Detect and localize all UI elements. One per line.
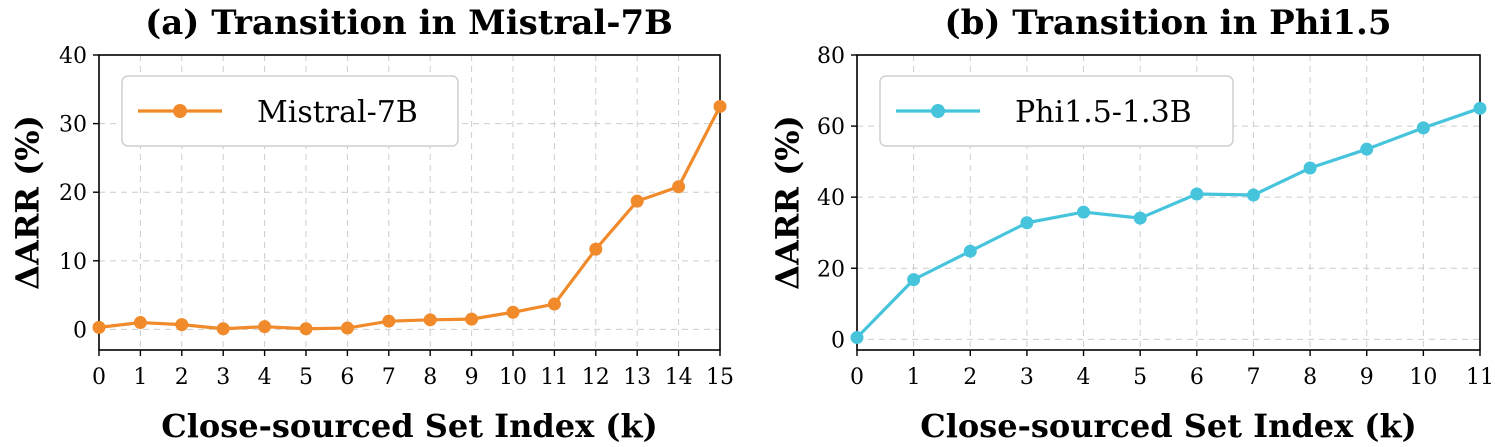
y-tick-label: 40 xyxy=(59,44,87,69)
y-tick-label: 30 xyxy=(59,113,87,138)
x-axis-label: Close-sourced Set Index (k) xyxy=(161,407,658,445)
y-tick-label: 20 xyxy=(59,181,87,206)
x-tick-label: 0 xyxy=(92,365,106,390)
legend-marker xyxy=(173,104,187,118)
x-tick-label: 11 xyxy=(1466,365,1494,390)
x-tick-label: 1 xyxy=(907,365,921,390)
y-tick-label: 40 xyxy=(817,186,845,211)
y-tick-label: 60 xyxy=(817,115,845,140)
y-tick-label: 10 xyxy=(59,250,87,275)
data-point xyxy=(589,242,603,256)
x-tick-label: 5 xyxy=(1133,365,1147,390)
y-tick-label: 20 xyxy=(817,257,845,282)
x-tick-label: 1 xyxy=(133,365,147,390)
legend-label: Phi1.5-1.3B xyxy=(1015,95,1192,130)
data-point xyxy=(1360,142,1374,156)
legend-box xyxy=(121,75,459,147)
data-point xyxy=(713,99,727,113)
data-point xyxy=(299,322,313,336)
data-point xyxy=(1133,211,1147,225)
data-point xyxy=(1190,187,1204,201)
data-point xyxy=(850,331,864,345)
x-tick-label: 6 xyxy=(1190,365,1204,390)
legend-label: Mistral-7B xyxy=(257,95,418,130)
series-line xyxy=(98,105,722,331)
data-point xyxy=(423,313,437,327)
x-tick-label: 8 xyxy=(1303,365,1317,390)
x-tick-label: 15 xyxy=(706,365,734,390)
data-point xyxy=(258,320,272,334)
y-tick-label: 0 xyxy=(73,318,87,343)
x-tick-label: 9 xyxy=(465,365,479,390)
x-tick-label: 3 xyxy=(216,365,230,390)
x-tick-label: 2 xyxy=(175,365,189,390)
plot-frame xyxy=(856,54,1481,351)
data-point xyxy=(1416,121,1430,135)
data-point xyxy=(216,322,230,336)
x-tick-label: 2 xyxy=(963,365,977,390)
x-tick-label: 4 xyxy=(258,365,272,390)
x-tick-label: 8 xyxy=(423,365,437,390)
y-tick-label: 80 xyxy=(817,44,845,69)
x-axis-label: Close-sourced Set Index (k) xyxy=(920,407,1417,445)
data-point xyxy=(630,194,644,208)
legend-box xyxy=(879,75,1234,147)
series-line xyxy=(855,106,1481,339)
x-tick-label: 0 xyxy=(850,365,864,390)
legend-marker xyxy=(931,104,945,118)
plot-frame xyxy=(98,54,721,351)
y-tick-label: 0 xyxy=(831,328,845,353)
x-tick-label: 10 xyxy=(1409,365,1437,390)
x-tick-label: 9 xyxy=(1360,365,1374,390)
data-point xyxy=(465,312,479,326)
data-point xyxy=(1303,161,1317,175)
data-point xyxy=(506,305,520,319)
data-point xyxy=(672,180,686,194)
y-axis-label: ΔARR (%) xyxy=(769,115,807,290)
data-point xyxy=(92,320,106,334)
x-tick-label: 10 xyxy=(499,365,527,390)
data-point xyxy=(963,244,977,258)
data-point xyxy=(547,297,561,311)
data-point xyxy=(340,321,354,335)
data-point xyxy=(382,314,396,328)
chart-title: (a) Transition in Mistral-7B xyxy=(145,3,673,43)
data-point xyxy=(175,318,189,332)
data-point xyxy=(133,316,147,330)
data-point xyxy=(1246,188,1260,202)
x-tick-label: 4 xyxy=(1077,365,1091,390)
data-point xyxy=(1077,205,1091,219)
x-tick-label: 7 xyxy=(382,365,396,390)
x-tick-label: 12 xyxy=(582,365,610,390)
x-tick-label: 13 xyxy=(623,365,651,390)
y-axis-label: ΔARR (%) xyxy=(9,115,47,290)
x-tick-label: 3 xyxy=(1020,365,1034,390)
data-point xyxy=(1473,101,1487,115)
data-point xyxy=(1020,216,1034,230)
chart-title: (b) Transition in Phi1.5 xyxy=(944,3,1391,43)
x-tick-label: 11 xyxy=(540,365,568,390)
x-tick-label: 5 xyxy=(299,365,313,390)
data-point xyxy=(907,273,921,287)
x-tick-label: 6 xyxy=(340,365,354,390)
chart-panel-b: 0 1 2 3 4 5 6 7 8 9 10 11 0 20 40 60 80 (b) Transition in… xyxy=(769,3,1495,445)
x-tick-label: 14 xyxy=(665,365,693,390)
x-tick-label: 7 xyxy=(1246,365,1260,390)
